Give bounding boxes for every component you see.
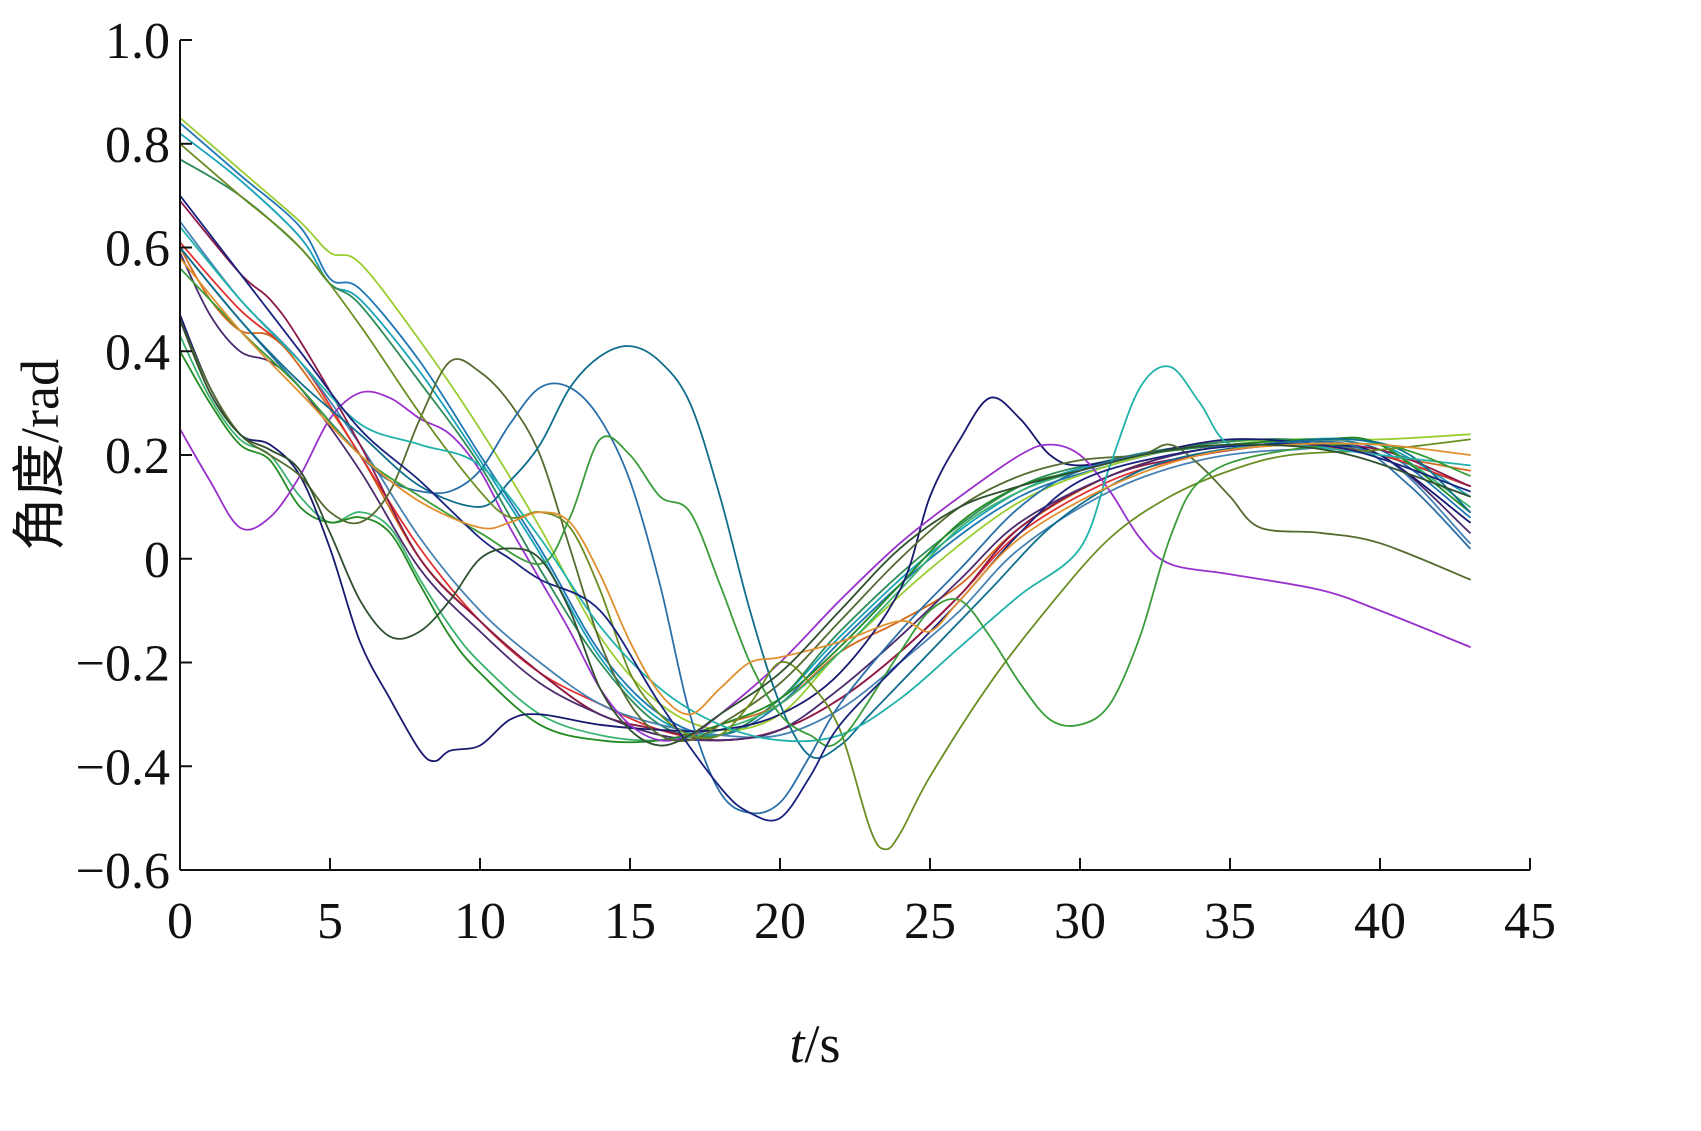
y-tick-label: 1.0 [105,13,170,70]
x-tick-label: 30 [1054,893,1106,950]
x-tick-label: 40 [1354,893,1406,950]
series-line-16 [179,246,1471,760]
series-line-8 [179,199,1471,742]
x-axis-title-unit: /s [804,1014,840,1074]
ticks: 0 5 10 15 20 25 30 35 40 45 −0.6 −0.4 −0.2 0 0.2 0.4 0.6… [76,13,1556,950]
y-tick-label: −0.6 [76,843,170,900]
series-line-10 [179,334,1471,742]
y-axis-title: 角度/rad [10,359,70,551]
x-tick-label: 35 [1204,893,1256,950]
y-tick-label: 0.4 [105,324,170,381]
y-tick-label: 0 [144,532,170,589]
series-line-22 [179,319,1471,747]
x-tick-label: 15 [604,893,656,950]
y-tick-label: 0.6 [105,221,170,278]
x-tick-label: 0 [167,893,193,950]
y-tick-label: −0.4 [76,739,170,796]
series-line-1 [179,122,1471,737]
series-line-17 [179,142,1471,851]
series-line-19 [179,267,1471,747]
x-axis-title: t/s [789,1014,840,1074]
series-line-18 [179,225,1471,743]
series-layer [179,116,1471,851]
y-tick-label: −0.2 [76,636,170,693]
x-tick-label: 25 [904,893,956,950]
series-line-20 [179,194,1471,822]
x-tick-label: 10 [454,893,506,950]
series-line-4 [179,158,1471,738]
y-tick-label: 0.8 [105,117,170,174]
x-axis-title-var: t [789,1014,806,1074]
series-line-11 [179,350,1471,744]
x-tick-label: 45 [1504,893,1556,950]
series-line-21 [179,257,1471,716]
x-tick-label: 5 [317,893,343,950]
series-line-12 [179,314,1471,762]
x-tick-label: 20 [754,893,806,950]
y-tick-label: 0.2 [105,428,170,485]
series-line-14 [179,319,1471,742]
